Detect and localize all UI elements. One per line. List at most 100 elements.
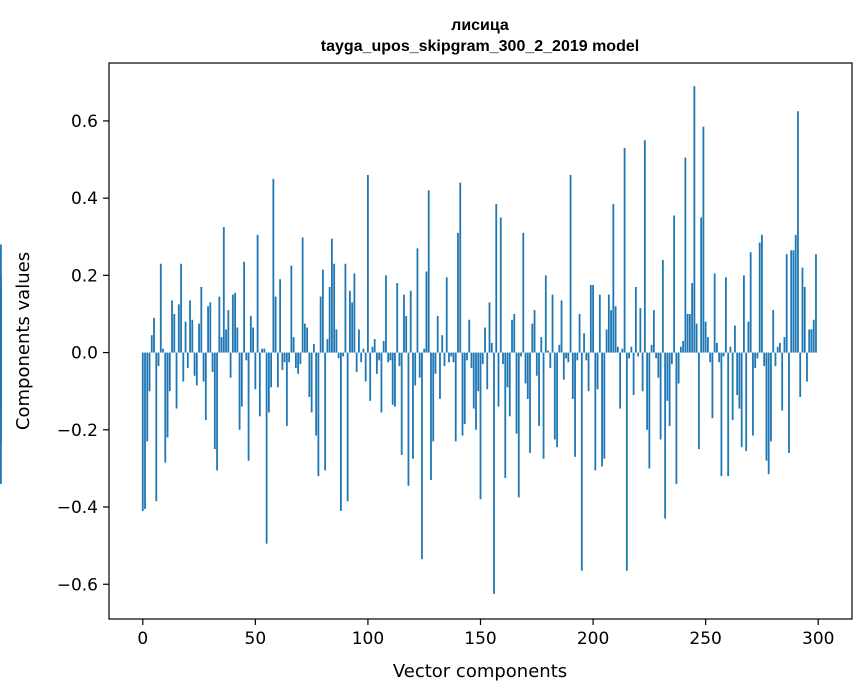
- bar: [425, 271, 428, 353]
- bar: [414, 352, 417, 386]
- bar: [752, 352, 754, 436]
- bar: [745, 352, 748, 452]
- bar: [508, 352, 511, 417]
- bar: [299, 352, 302, 365]
- bar: [362, 348, 365, 353]
- bar: [258, 352, 261, 417]
- bar: [767, 352, 770, 475]
- bar: [461, 352, 464, 436]
- bar: [265, 352, 268, 544]
- bar: [565, 352, 567, 359]
- bar: [729, 346, 732, 353]
- bar: [515, 352, 518, 434]
- bar: [713, 273, 716, 353]
- bar: [292, 337, 295, 353]
- bar: [445, 277, 448, 353]
- x-axis-ticks: 0 50 100 150 200 250 300: [137, 619, 834, 649]
- bar: [803, 286, 806, 353]
- bar: [387, 352, 390, 363]
- bar: [441, 335, 444, 353]
- bar: [655, 352, 658, 359]
- bar: [358, 329, 360, 353]
- bar: [351, 302, 354, 353]
- bar: [614, 306, 617, 353]
- bar: [709, 352, 712, 363]
- bar: [321, 269, 324, 353]
- bar: [596, 352, 599, 390]
- y-tick-label: −0.6: [57, 575, 98, 595]
- x-tick-label: 200: [577, 629, 609, 649]
- bar: [603, 352, 606, 459]
- bar: [472, 352, 475, 409]
- bar: [155, 352, 158, 502]
- bar: [209, 302, 212, 353]
- bar: [252, 327, 254, 353]
- bar: [407, 352, 410, 486]
- bar: [477, 352, 480, 392]
- bar: [616, 346, 619, 353]
- bar: [634, 286, 637, 353]
- bar: [526, 352, 529, 399]
- y-axis-ticks: −0.6 −0.4 −0.2 0.0 0.2 0.4 0.6: [57, 112, 109, 595]
- bar: [225, 329, 227, 353]
- bar: [189, 300, 191, 353]
- bar: [382, 341, 385, 353]
- bar: [216, 352, 218, 471]
- bar: [376, 352, 378, 374]
- bar: [297, 352, 300, 374]
- bar: [371, 346, 374, 353]
- bar: [171, 300, 173, 353]
- bar: [488, 302, 491, 353]
- bar: [378, 352, 381, 361]
- bar: [432, 352, 435, 442]
- bar: [574, 352, 576, 457]
- bar: [630, 346, 633, 353]
- bar: [704, 321, 707, 353]
- bar: [430, 352, 432, 480]
- bar: [522, 232, 525, 353]
- bar: [650, 344, 653, 353]
- bar: [783, 337, 786, 353]
- bar: [159, 263, 162, 353]
- bar: [369, 352, 372, 401]
- bar: [799, 352, 802, 397]
- bar: [207, 306, 209, 353]
- bar: [150, 335, 153, 353]
- bar: [380, 352, 383, 413]
- bar: [763, 352, 766, 367]
- bar: [218, 296, 221, 353]
- bar: [727, 352, 730, 477]
- bar: [583, 333, 585, 353]
- bar: [790, 250, 793, 353]
- bar: [481, 352, 484, 365]
- bar: [416, 248, 419, 353]
- bar: [734, 325, 736, 353]
- bar: [247, 352, 250, 461]
- bar: [423, 348, 426, 353]
- bar: [533, 310, 536, 353]
- bar: [274, 296, 277, 353]
- bar: [157, 352, 160, 367]
- bar: [254, 352, 257, 390]
- bar: [344, 263, 347, 353]
- bar: [240, 352, 243, 407]
- bar: [641, 352, 644, 392]
- bar: [164, 352, 167, 463]
- bar: [560, 300, 563, 353]
- bar: [535, 352, 538, 376]
- bar: [632, 352, 635, 396]
- bar: [722, 352, 725, 357]
- bar: [346, 352, 349, 502]
- bar: [511, 319, 513, 353]
- bar: [193, 352, 196, 376]
- bar: [540, 337, 543, 353]
- bar: [794, 234, 797, 353]
- bar: [551, 294, 554, 353]
- bar: [173, 313, 176, 353]
- bar: [756, 352, 759, 359]
- bar: [770, 352, 772, 442]
- bar: [698, 352, 700, 450]
- bar: [198, 323, 200, 353]
- bar: [549, 352, 552, 369]
- bar: [385, 275, 387, 353]
